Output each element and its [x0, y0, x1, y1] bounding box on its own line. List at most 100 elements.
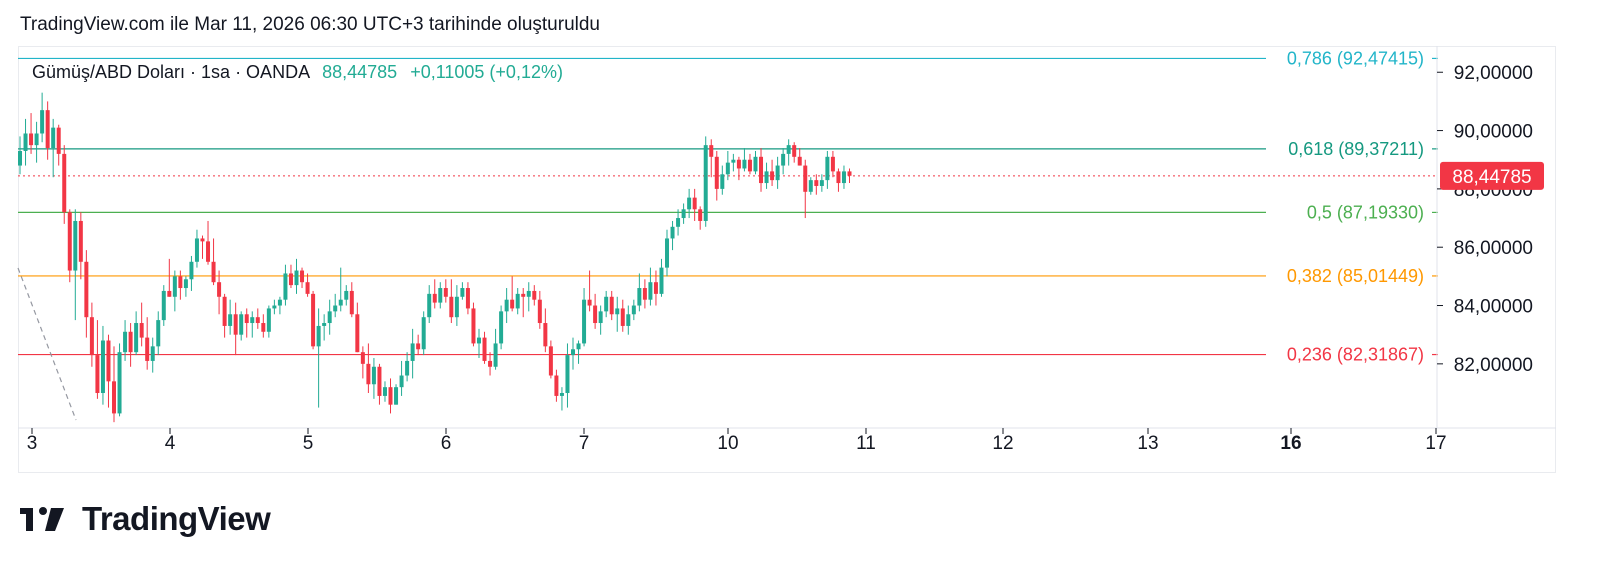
candle[interactable] — [250, 311, 255, 338]
candle[interactable] — [261, 314, 266, 338]
candle[interactable] — [112, 346, 117, 423]
candle[interactable] — [117, 343, 122, 417]
candle[interactable] — [565, 343, 570, 408]
candle[interactable] — [454, 285, 459, 326]
symbol-legend[interactable]: Gümüş/ABD Doları · 1sa · OANDA 88,44785 … — [32, 62, 563, 83]
candle[interactable] — [333, 293, 338, 318]
candle[interactable] — [720, 165, 725, 195]
candle[interactable] — [18, 136, 22, 175]
candle[interactable] — [703, 136, 708, 227]
candle[interactable] — [488, 352, 493, 376]
candle[interactable] — [814, 174, 819, 195]
candle[interactable] — [753, 150, 758, 175]
candle[interactable] — [29, 113, 34, 154]
candle[interactable] — [841, 165, 846, 189]
candle[interactable] — [394, 384, 399, 405]
candle[interactable] — [819, 174, 824, 192]
candle[interactable] — [410, 328, 415, 379]
candle[interactable] — [167, 258, 172, 297]
candle[interactable] — [244, 308, 249, 338]
candle[interactable] — [714, 150, 719, 201]
candle[interactable] — [598, 305, 603, 335]
candle[interactable] — [23, 118, 28, 166]
candle[interactable] — [731, 153, 736, 172]
candle[interactable] — [349, 282, 354, 318]
candle[interactable] — [482, 331, 487, 364]
candle[interactable] — [554, 369, 559, 402]
candle[interactable] — [830, 150, 835, 178]
candle[interactable] — [493, 328, 498, 370]
candle[interactable] — [747, 153, 752, 175]
candle[interactable] — [78, 212, 83, 280]
candle[interactable] — [62, 145, 67, 224]
candle[interactable] — [266, 305, 271, 338]
candle[interactable] — [836, 168, 841, 192]
candle[interactable] — [239, 311, 244, 341]
candle[interactable] — [67, 209, 72, 283]
candle[interactable] — [322, 314, 327, 341]
candle[interactable] — [34, 121, 39, 163]
candle[interactable] — [460, 282, 465, 300]
candle[interactable] — [255, 308, 260, 329]
candle[interactable] — [803, 159, 808, 219]
candle[interactable] — [161, 285, 166, 326]
candle[interactable] — [200, 235, 205, 259]
candle[interactable] — [311, 290, 316, 350]
candle[interactable] — [532, 285, 537, 306]
candle[interactable] — [100, 325, 105, 405]
candle[interactable] — [388, 378, 393, 414]
candle[interactable] — [128, 323, 133, 367]
candle[interactable] — [742, 148, 747, 172]
candle[interactable] — [670, 220, 675, 251]
candle[interactable] — [764, 162, 769, 189]
candle[interactable] — [233, 302, 238, 356]
candle[interactable] — [123, 320, 128, 361]
candle[interactable] — [73, 209, 78, 321]
candle[interactable] — [206, 220, 211, 265]
candle[interactable] — [316, 308, 321, 408]
candle[interactable] — [775, 156, 780, 189]
candle[interactable] — [515, 288, 520, 315]
candle[interactable] — [504, 288, 509, 324]
candle[interactable] — [604, 290, 609, 318]
candle[interactable] — [344, 285, 349, 306]
candle[interactable] — [543, 308, 548, 353]
candle[interactable] — [620, 299, 625, 332]
candle[interactable] — [338, 267, 343, 312]
candle[interactable] — [792, 142, 797, 163]
candle[interactable] — [698, 206, 703, 230]
candle[interactable] — [189, 255, 194, 291]
candle[interactable] — [642, 279, 647, 309]
candle[interactable] — [759, 148, 764, 192]
candle[interactable] — [537, 290, 542, 329]
candle[interactable] — [548, 340, 553, 379]
candle[interactable] — [294, 258, 299, 294]
candle[interactable] — [360, 346, 365, 379]
candle[interactable] — [145, 317, 150, 370]
candle[interactable] — [172, 270, 177, 312]
candle[interactable] — [559, 387, 564, 411]
candle[interactable] — [808, 177, 813, 195]
candle[interactable] — [51, 118, 56, 178]
candle[interactable] — [56, 124, 61, 166]
candle[interactable] — [211, 238, 216, 286]
candle[interactable] — [443, 279, 448, 303]
candle[interactable] — [222, 293, 227, 338]
candle[interactable] — [355, 302, 360, 353]
candle[interactable] — [272, 299, 277, 315]
candle[interactable] — [449, 279, 454, 324]
candle[interactable] — [277, 296, 282, 315]
candle[interactable] — [405, 352, 410, 382]
candle[interactable] — [725, 150, 730, 181]
candle[interactable] — [653, 270, 658, 306]
candle[interactable] — [631, 299, 636, 321]
candle[interactable] — [825, 150, 830, 189]
candle[interactable] — [692, 188, 697, 221]
candle[interactable] — [499, 305, 504, 350]
candle[interactable] — [615, 296, 620, 332]
candle[interactable] — [106, 334, 111, 408]
candle[interactable] — [847, 168, 852, 184]
candle[interactable] — [45, 101, 50, 160]
candle[interactable] — [576, 340, 581, 364]
candle[interactable] — [399, 360, 404, 396]
